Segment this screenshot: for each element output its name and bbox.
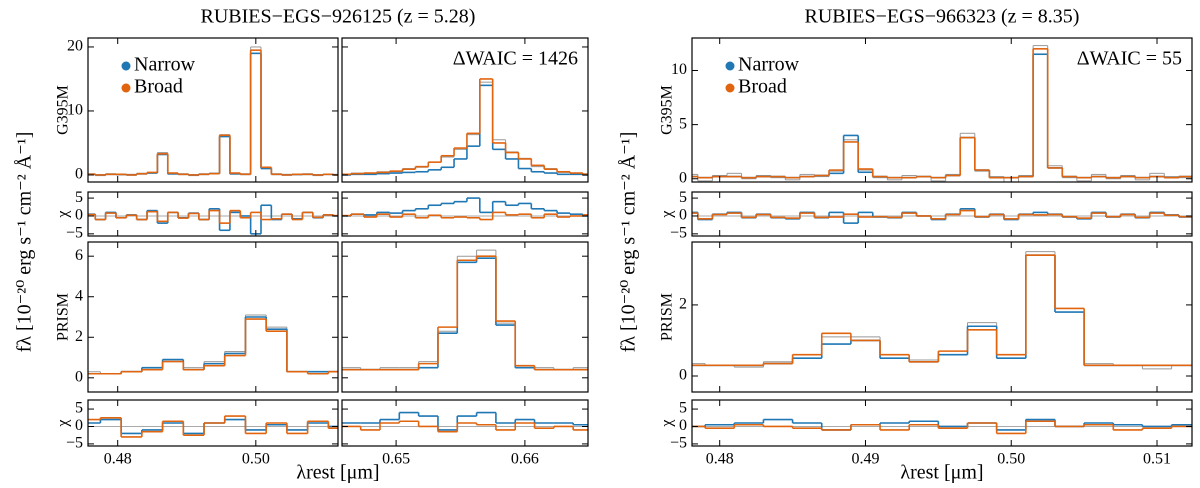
- y-tick-label: 5: [679, 115, 687, 132]
- y-tick-label: 0: [75, 368, 83, 385]
- x-tick-label: 0.50: [997, 451, 1025, 468]
- plot-area: [88, 415, 338, 438]
- plot-area: [692, 251, 1192, 370]
- y-tick-label: 0: [679, 417, 687, 434]
- frame: [87, 399, 339, 447]
- y-tick-label: −5: [670, 225, 687, 242]
- y-axis-label: χ: [659, 210, 676, 219]
- y-tick-label: 0: [75, 166, 83, 183]
- y-tick-label: 0: [75, 207, 83, 224]
- annotation: ΔWAIC = 55: [1077, 48, 1182, 70]
- plot-area: [342, 411, 588, 433]
- frame: [691, 191, 1193, 237]
- frame: [341, 399, 589, 447]
- x-tick-label: 0.48: [706, 451, 734, 468]
- y-tick-label: 10: [67, 102, 83, 119]
- legend-marker: [725, 83, 735, 93]
- x-axis-label: λrest [μm]: [296, 462, 379, 484]
- x-tick-label: 0.65: [382, 451, 410, 468]
- y-tick-label: 0: [679, 367, 687, 384]
- x-tick-label: 0.51: [1143, 451, 1171, 468]
- y-axis-label: PRISM: [55, 293, 72, 341]
- legend-marker: [121, 83, 131, 93]
- frame: [341, 241, 589, 393]
- frame: [87, 191, 339, 237]
- frame: [87, 37, 339, 183]
- legend-label: Broad: [134, 76, 183, 98]
- y-tick-label: 6: [75, 247, 83, 264]
- y-tick-label: 2: [679, 296, 687, 313]
- y-axis-label: χ: [659, 419, 676, 428]
- plot-area: [88, 204, 338, 235]
- frame: [341, 191, 589, 237]
- plot-area: [692, 418, 1192, 435]
- chart-title: RUBIES−EGS−966323 (z = 8.35): [805, 6, 1080, 28]
- y-tick-label: 2: [75, 328, 83, 345]
- y-axis-label: G395M: [659, 85, 676, 135]
- frame: [341, 37, 589, 183]
- figure-y-label: fλ [10⁻²⁰ erg s⁻¹ cm⁻² Å⁻¹]: [618, 132, 640, 353]
- y-tick-label: 0: [679, 207, 687, 224]
- y-tick-label: 0: [75, 417, 83, 434]
- legend-label: Narrow: [738, 54, 800, 76]
- frame: [691, 37, 1193, 183]
- legend-marker: [725, 61, 735, 71]
- y-tick-label: 5: [679, 189, 687, 206]
- legend-label: Broad: [738, 76, 787, 98]
- legend-label: Narrow: [134, 54, 196, 76]
- frame: [691, 399, 1193, 447]
- y-axis-label: χ: [55, 419, 72, 428]
- x-tick-label: 0.66: [511, 451, 539, 468]
- frame: [87, 241, 339, 393]
- x-tick-label: 0.50: [242, 451, 270, 468]
- figure-y-label: fλ [10⁻²⁰ erg s⁻¹ cm⁻² Å⁻¹]: [14, 132, 36, 353]
- plot-area: [88, 314, 338, 375]
- plot-area: [692, 208, 1192, 224]
- y-tick-label: 20: [67, 38, 83, 55]
- chart-title: RUBIES−EGS−926125 (z = 5.28): [201, 6, 476, 28]
- y-tick-label: 5: [679, 400, 687, 417]
- y-axis-label: G395M: [55, 85, 72, 135]
- y-tick-label: 0: [679, 169, 687, 186]
- x-tick-label: 0.49: [851, 451, 879, 468]
- y-tick-label: 5: [75, 400, 83, 417]
- plot-area: [342, 249, 588, 371]
- y-tick-label: 10: [671, 61, 687, 78]
- x-tick-label: 0.48: [104, 451, 132, 468]
- x-axis-label: λrest [μm]: [900, 462, 983, 484]
- frame: [691, 241, 1193, 393]
- y-tick-label: −5: [66, 435, 83, 452]
- y-tick-label: −5: [66, 225, 83, 242]
- y-tick-label: 4: [75, 287, 83, 304]
- plot-area: [692, 45, 1192, 182]
- y-tick-label: 5: [75, 189, 83, 206]
- plot-area: [342, 78, 588, 176]
- y-tick-label: −5: [670, 435, 687, 452]
- annotation: ΔWAIC = 1426: [453, 48, 578, 70]
- y-axis-label: χ: [55, 210, 72, 219]
- legend-marker: [121, 61, 131, 71]
- plot-area: [342, 197, 588, 221]
- y-axis-label: PRISM: [659, 293, 676, 341]
